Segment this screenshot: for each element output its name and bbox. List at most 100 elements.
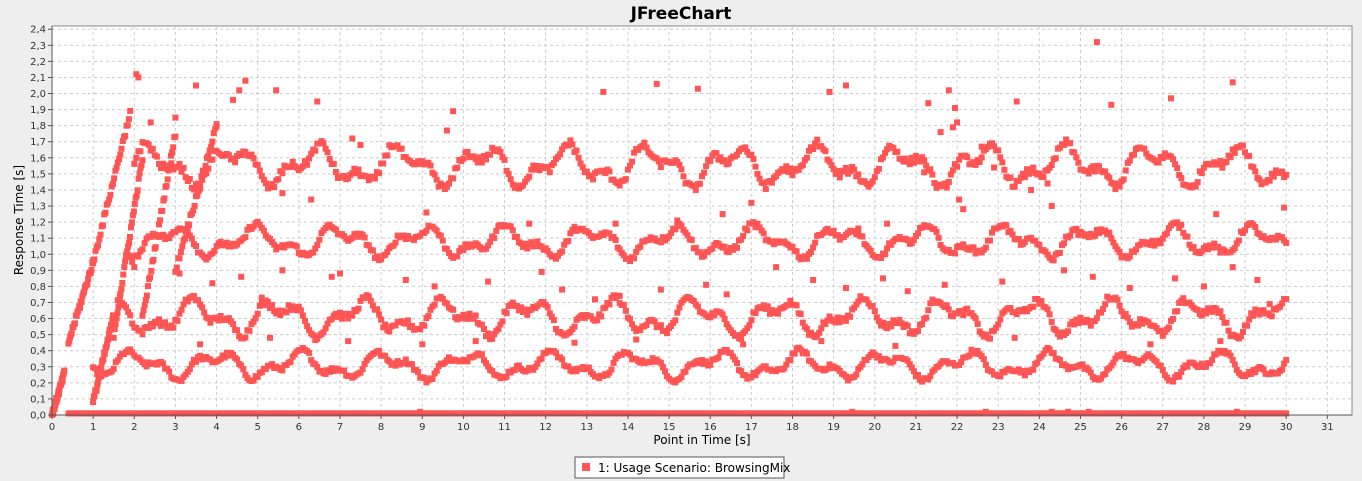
data-point [304,323,311,330]
data-point [186,222,193,228]
data-point [308,196,315,203]
data-point [748,374,755,381]
data-point [1215,161,1222,168]
data-point [1157,327,1164,334]
data-point [1063,136,1070,143]
data-point [497,321,504,328]
data-point [1192,183,1199,190]
data-point [51,406,58,413]
data-point [875,318,882,325]
data-point [242,334,249,341]
data-point [904,357,911,364]
data-point [908,364,915,371]
data-point [1250,164,1257,171]
data-point [1217,249,1224,256]
data-point [828,162,835,169]
data-point [709,245,716,252]
data-point [1102,227,1109,234]
data-point [760,180,767,187]
data-point [692,244,699,251]
data-point [657,286,664,293]
data-point [135,74,142,81]
data-point [1050,257,1057,264]
data-point [960,206,967,213]
data-point [1172,275,1179,282]
data-point [752,310,759,317]
data-point [357,142,364,148]
data-point [851,304,858,311]
data-point [487,238,494,245]
data-point [1091,232,1098,239]
data-point [1170,156,1176,163]
data-point [119,138,126,144]
data-point [91,393,98,399]
data-point [95,242,102,249]
data-point [987,237,993,244]
data-point [781,167,788,174]
data-point [1196,363,1203,370]
data-point [91,256,98,263]
data-point [1116,249,1123,256]
data-point [1124,314,1131,321]
data-point [182,235,188,242]
data-point [1225,327,1232,334]
data-point [250,377,257,384]
data-point [1277,303,1283,310]
data-point [701,169,708,176]
data-point [703,281,710,288]
data-point [522,240,529,247]
data-point [265,298,271,305]
data-point [73,312,80,319]
data-point [571,339,578,346]
data-point [120,271,127,278]
data-point [550,160,557,166]
x-tick-label: 3 [172,422,178,433]
data-point [674,309,681,316]
data-point [964,305,971,312]
data-point [77,304,83,311]
data-point [1044,251,1051,258]
data-point [910,368,917,375]
data-point [437,232,444,239]
data-point [474,159,481,166]
data-point [668,230,675,237]
data-point [386,358,393,365]
data-point [1163,230,1170,237]
data-point [90,260,97,267]
data-point [1159,367,1166,374]
data-point [211,248,218,254]
data-point [503,310,510,317]
data-point [814,136,821,143]
data-point [142,297,149,304]
data-point [209,280,216,287]
data-point [1102,301,1109,308]
data-point [1122,311,1129,317]
data-point [507,223,514,230]
data-point [127,234,133,240]
data-point [97,370,103,377]
data-point [188,235,195,242]
data-point [201,168,208,174]
data-point [925,376,932,383]
data-point [1178,221,1185,228]
data-point [367,297,374,304]
data-point [193,358,199,365]
data-point [1256,311,1263,318]
data-point [849,408,856,415]
data-point [1281,204,1288,211]
data-point [711,312,718,319]
data-point [485,278,492,285]
data-point [431,301,438,308]
data-point [337,270,343,277]
data-point [789,243,796,250]
data-point [72,320,78,327]
x-tick-label: 30 [1280,422,1293,433]
data-point [949,167,956,174]
data-point [186,176,193,182]
data-point [742,144,749,151]
data-point [884,220,891,227]
data-point [54,396,61,403]
data-point [159,207,166,214]
data-point [569,226,576,233]
x-tick-label: 19 [827,422,840,433]
